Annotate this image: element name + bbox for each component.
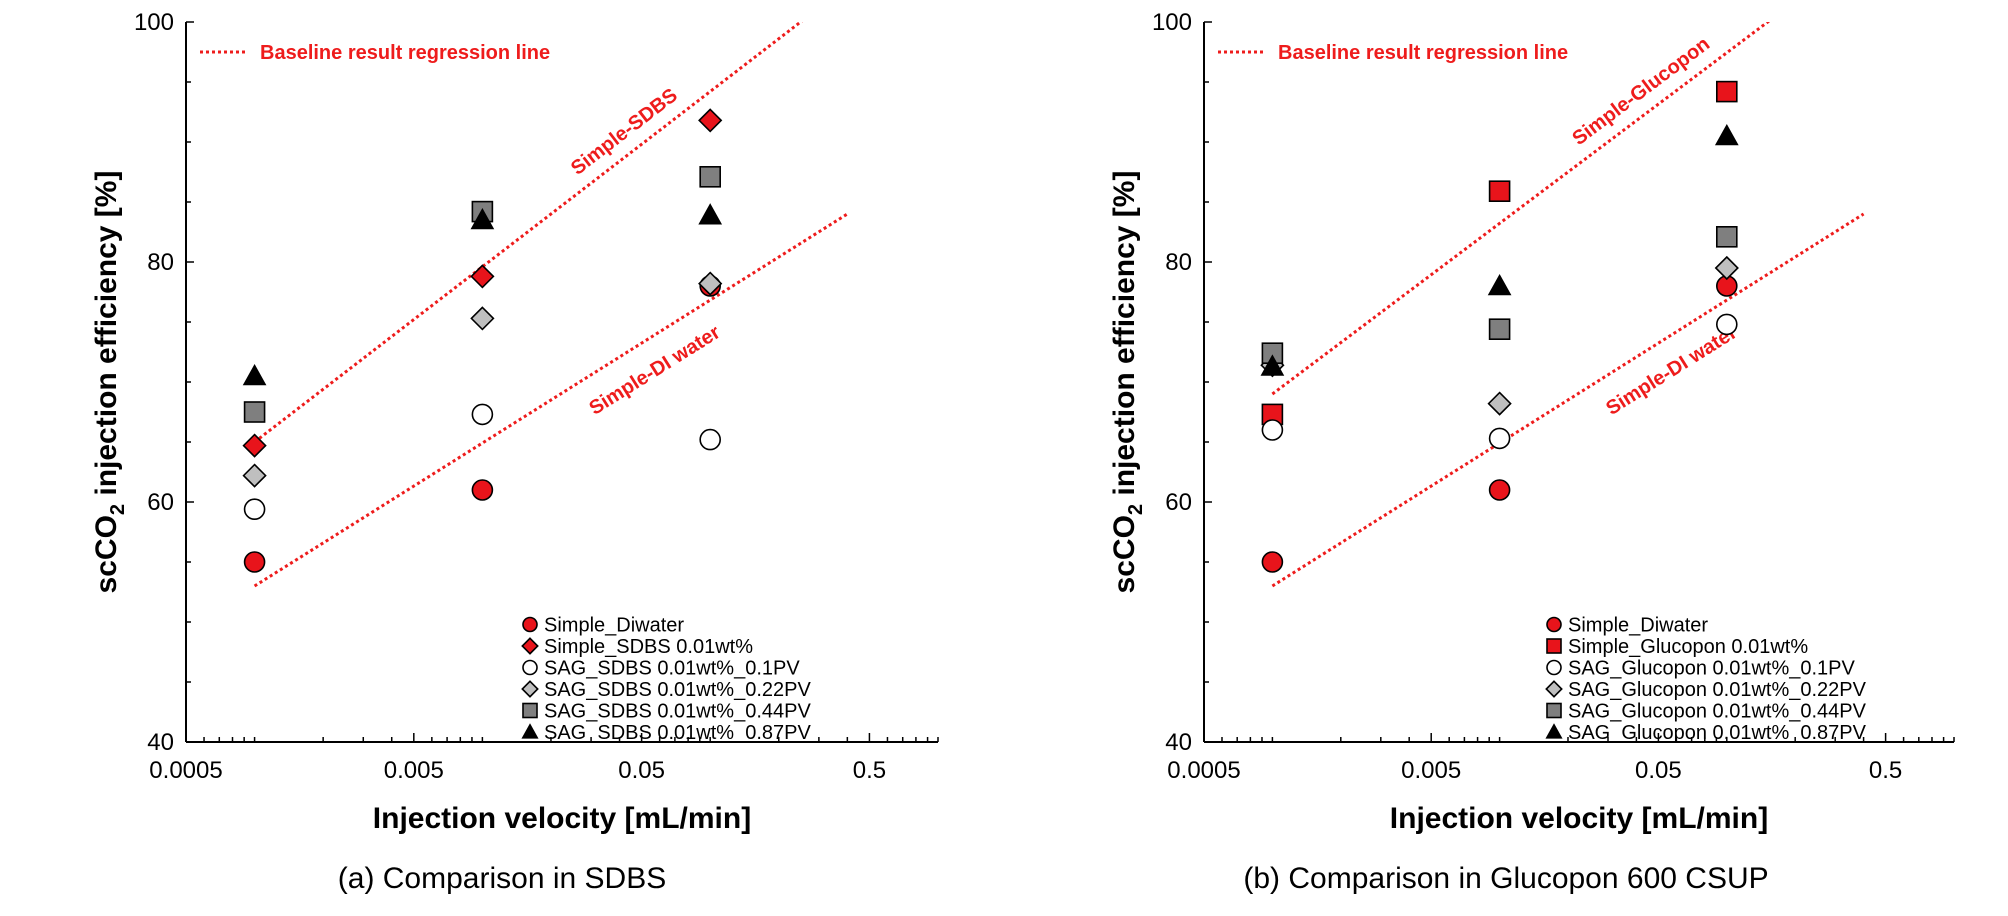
- y-axis-label-main: scCO: [90, 515, 123, 593]
- regression-line-label: Simple-SDBS: [567, 84, 682, 179]
- data-point: [698, 271, 723, 296]
- caption-a: (a) Comparison in SDBS: [337, 862, 667, 895]
- legend-marker: [1546, 659, 1562, 676]
- y-tick-label: 80: [1165, 249, 1192, 276]
- data-point: [1260, 354, 1285, 376]
- x-tick-label: 0.005: [1401, 757, 1461, 784]
- data-point: [1714, 123, 1739, 146]
- y-tick-label: 60: [1165, 489, 1192, 516]
- regression-line-label: Simple-DI water: [585, 321, 724, 420]
- data-point: [243, 551, 266, 573]
- legend-label: SAG_SDBS 0.01wt%_0.22PV: [544, 679, 811, 701]
- legend-marker: [1545, 723, 1563, 739]
- y-tick-label: 40: [1165, 729, 1192, 756]
- data-point: [242, 463, 267, 488]
- data-point: [1715, 313, 1738, 336]
- data-point: [1488, 427, 1511, 450]
- data-point: [242, 433, 267, 458]
- regression-lines: [253, 22, 849, 588]
- data-point: [470, 264, 495, 289]
- chart-panel-a: 40 60 80 100 0.0005 0.005 0.05 0.5 Injection vel…: [90, 9, 939, 895]
- x-tick-label: 0.5: [1869, 757, 1902, 784]
- data-point: [1488, 318, 1511, 341]
- legend-marker: [522, 659, 538, 676]
- legend-marker: [522, 616, 538, 633]
- legend-marker: [521, 723, 539, 739]
- x-tick-label: 0.0005: [1167, 757, 1240, 784]
- data-point: [471, 403, 494, 426]
- regression-line: [253, 22, 804, 444]
- data-point: [470, 306, 495, 331]
- legend-label: Simple_Glucopon 0.01wt%: [1568, 636, 1808, 658]
- x-tick-label: 0.5: [853, 757, 886, 784]
- x-axis-label: Injection velocity [mL/min]: [373, 802, 751, 835]
- data-point: [1261, 419, 1284, 441]
- chart-a-svg: 40 60 80 100 0.0005 0.005 0.05 0.5 Injection vel…: [90, 9, 939, 835]
- legend-marker: [522, 702, 538, 719]
- caption-b: (b) Comparison in Glucopon 600 CSUP: [1243, 862, 1769, 895]
- regression-line: [1271, 212, 1865, 588]
- legend-label: SAG_SDBS 0.01wt%_0.87PV: [544, 722, 811, 744]
- data-point: [1715, 80, 1738, 103]
- legend-label: SAG_SDBS 0.01wt%_0.1PV: [544, 658, 800, 680]
- legend-marker: [521, 680, 539, 698]
- data-point: [243, 498, 266, 521]
- regression-line-label: Simple-DI water: [1602, 321, 1741, 420]
- y-axis-label: scCO2 injection efficiency [%]: [1108, 171, 1147, 594]
- regression-line-label: Simple-Glucopon: [1568, 33, 1714, 150]
- x-tick-label: 0.05: [1635, 757, 1682, 784]
- y-tick-label: 100: [134, 9, 174, 36]
- data-point: [1487, 273, 1512, 296]
- data-point: [698, 108, 723, 133]
- data-point: [1261, 551, 1284, 573]
- data-point: [1487, 391, 1512, 416]
- legend-label: SAG_Glucopon 0.01wt%_0.22PV: [1568, 679, 1867, 701]
- y-axis-label-main: scCO: [1108, 515, 1141, 593]
- legend-marker: [521, 637, 539, 655]
- legend-marker: [1546, 616, 1562, 633]
- y-axis-label-subscript: 2: [1125, 504, 1147, 515]
- data-point: [699, 166, 721, 188]
- legend-label: Simple_Diwater: [544, 615, 684, 637]
- chart-b-svg: 40 60 80 100 0.0005 0.005 0.05 0.5 Injection vel…: [1108, 9, 1955, 835]
- legend-label: Simple_SDBS 0.01wt%: [544, 636, 753, 658]
- y-axis-label-rest: injection efficiency [%]: [90, 171, 123, 504]
- x-axis-label: Injection velocity [mL/min]: [1390, 802, 1768, 835]
- legend-label: Simple_Diwater: [1568, 615, 1708, 637]
- regression-legend-label: Baseline result regression line: [1278, 42, 1568, 64]
- x-tick-label: 0.005: [384, 757, 444, 784]
- legend-marker: [1545, 680, 1563, 698]
- data-point: [242, 363, 267, 386]
- x-tick-label: 0.0005: [149, 757, 222, 784]
- y-tick-label: 100: [1152, 9, 1192, 36]
- legend-label: SAG_Glucopon 0.01wt%_0.1PV: [1568, 658, 1856, 680]
- y-axis-label-subscript: 2: [107, 504, 129, 515]
- data-point: [471, 479, 494, 501]
- y-tick-label: 60: [147, 489, 174, 516]
- data-points: [242, 108, 723, 573]
- y-tick-label: 80: [147, 249, 174, 276]
- data-point: [1488, 180, 1511, 202]
- data-point: [1715, 226, 1738, 248]
- y-axis-label-rest: injection efficiency [%]: [1108, 171, 1141, 504]
- data-point: [698, 203, 723, 225]
- x-tick-label: 0.05: [618, 757, 665, 784]
- legend-marker: [1546, 638, 1562, 654]
- regression-lines: [1271, 22, 1865, 588]
- data-point: [1714, 255, 1739, 281]
- data-point: [243, 401, 266, 423]
- chart-panel-b: 40 60 80 100 0.0005 0.005 0.05 0.5 Injection vel…: [1004, 0, 2008, 916]
- data-points: [1260, 80, 1739, 573]
- data-point: [470, 207, 495, 230]
- legend-marker: [1546, 702, 1562, 719]
- y-axis-label: scCO2 injection efficiency [%]: [90, 171, 129, 594]
- legend-label: SAG_Glucopon 0.01wt%_0.87PV: [1568, 722, 1867, 744]
- legend-label: SAG_SDBS 0.01wt%_0.44PV: [544, 701, 811, 723]
- regression-legend-label: Baseline result regression line: [260, 42, 550, 64]
- legend-label: SAG_Glucopon 0.01wt%_0.44PV: [1568, 701, 1867, 723]
- regression-line: [253, 212, 849, 588]
- data-point: [1488, 479, 1511, 501]
- y-tick-label: 40: [147, 729, 174, 756]
- data-point: [699, 428, 721, 451]
